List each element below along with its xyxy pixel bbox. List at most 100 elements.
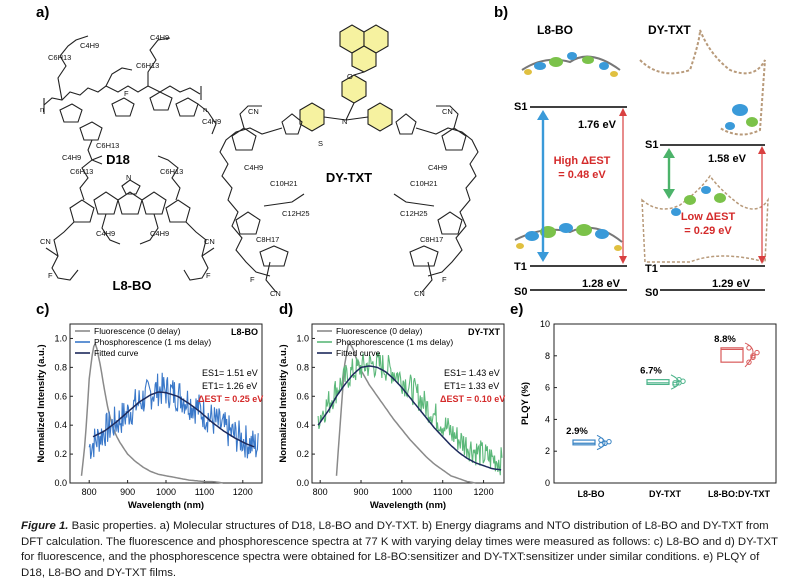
violin-0 [596, 434, 606, 451]
chart-c-l8bo-spectra: 800 900 1000 1100 1200 0.0 0.2 0.4 0.6 0.8 1.0 Wave… [36, 323, 263, 511]
x-tick-label: 800 [313, 487, 328, 497]
nto-dytxt-t1 [641, 174, 769, 263]
y-tick-label: 0.0 [54, 478, 67, 488]
dytxt-t1-energy: 1.29 eV [712, 278, 751, 290]
y-tick-label: 0.4 [296, 420, 309, 430]
y-axis-label: PLQY (%) [520, 382, 531, 425]
x-tick-label: 1200 [233, 487, 253, 497]
energy-diagram-figure: L8-BO DY-TXT S1 T1 S0 1.76 eV 1.28 eV Hi… [514, 23, 769, 299]
x-tick-label: 1200 [474, 487, 494, 497]
sub-c4h9-6: C4H9 [150, 229, 169, 238]
sub-c12h25: C12H25 [282, 209, 310, 218]
chart-title: L8-BO [231, 327, 258, 337]
data-point [672, 380, 678, 386]
molecular-structures-figure: C4H9 C6H13 C4H9 C6H13 C4H9 C6H13 C4H9 F … [40, 24, 479, 298]
l8bo-t1-label: T1 [514, 261, 527, 273]
data-point [750, 353, 756, 359]
y-tick-label: 6 [545, 383, 550, 393]
x-tick-label: 1000 [392, 487, 412, 497]
y-tick-label: 0.8 [54, 362, 67, 372]
value-label-1: 6.7% [640, 366, 662, 377]
sub-cn-1: CN [40, 237, 51, 246]
nto-dytxt-s1 [639, 29, 766, 136]
sub-f: F [124, 89, 129, 98]
sub-o: O [347, 72, 353, 81]
y-tick-label: 1.0 [54, 333, 67, 343]
sub-c8h17-2: C8H17 [420, 235, 443, 244]
series-line-1 [317, 352, 503, 476]
sub-c4h9-4: C4H9 [62, 153, 81, 162]
l8bo-s1-label: S1 [514, 101, 527, 113]
sub-bracket-n: n [40, 105, 44, 114]
sub-n-index: n [203, 105, 207, 114]
sub-c6h13-4: C6H13 [160, 167, 183, 176]
sub-c4h9-3: C4H9 [202, 117, 221, 126]
x-tick-label: 900 [354, 487, 369, 497]
y-tick-label: 10 [540, 319, 550, 329]
legend-label: Fluorescence (0 delay) [336, 326, 423, 336]
sub-c10h21: C10H21 [270, 179, 298, 188]
sub-c4h9-8: C4H9 [428, 163, 447, 172]
sub-f-3: F [206, 271, 211, 280]
annotation-et1: ET1= 1.33 eV [444, 381, 499, 391]
legend-label: Fitted curve [94, 348, 139, 358]
l8bo-t1-energy: 1.28 eV [582, 278, 621, 290]
sub-n-l8bo: N [126, 173, 131, 182]
annotation-et1: ET1= 1.26 eV [202, 381, 257, 391]
box-0 [572, 439, 596, 446]
dytxt-s1-label: S1 [645, 139, 658, 151]
sub-c6h13: C6H13 [136, 61, 159, 70]
legend-label: Phosphorescence (1 ms delay) [94, 337, 211, 347]
sub-s: S [318, 139, 323, 148]
l8bo-dest-value: = 0.48 eV [558, 169, 606, 181]
annotation-es1: ES1= 1.51 eV [202, 368, 258, 378]
series-line-0 [80, 342, 223, 484]
data-point [746, 359, 752, 365]
data-point [598, 437, 604, 443]
label-l8bo: L8-BO [113, 278, 152, 293]
legend-label: Fluorescence (0 delay) [94, 326, 181, 336]
data-point [750, 354, 756, 361]
panel-label-a: a) [36, 4, 50, 21]
data-point [754, 349, 760, 356]
chart-d-dytxt-spectra: 800 900 1000 1100 1200 0.0 0.2 0.4 0.6 0.8 1.0 Wave… [278, 323, 505, 511]
x-tick-label: 1100 [433, 487, 452, 497]
sub-cn-4: CN [442, 107, 453, 116]
y-tick-label: 4 [545, 414, 550, 424]
l8bo-s0-label: S0 [514, 286, 527, 298]
x-tick-label: 1100 [195, 487, 214, 497]
y-tick-label: 8 [545, 351, 550, 361]
sub-c6h13-2: C6H13 [96, 141, 119, 150]
l8bo-s1-energy: 1.76 eV [578, 119, 617, 131]
dytxt-dest-value: = 0.29 eV [684, 225, 732, 237]
b-title-l8bo: L8-BO [537, 23, 573, 37]
nto-l8bo-s1 [521, 52, 621, 77]
sub-n-dy: N [342, 117, 347, 126]
sub-cn-3: CN [248, 107, 259, 116]
dytxt-s0-label: S0 [645, 287, 658, 299]
series-line-2 [92, 391, 255, 448]
dytxt-dest-label: Low ΔEST [681, 211, 736, 223]
x-axis-label: Wavelength (nm) [128, 500, 204, 511]
dytxt-t1-label: T1 [645, 263, 658, 275]
box-1 [646, 379, 670, 386]
sub-c4h9: C4H9 [80, 41, 99, 50]
y-tick-label: 0 [545, 478, 550, 488]
sub-c4h9-5: C4H9 [96, 229, 115, 238]
data-point [676, 376, 682, 383]
l8bo-structure [45, 155, 215, 281]
sub-c6h13-3: C6H13 [70, 167, 93, 176]
x-axis-label: Wavelength (nm) [370, 500, 446, 511]
figure-caption: Figure 1. Basic properties. a) Molecular… [21, 519, 783, 581]
sub-f-5: F [442, 275, 447, 284]
y-tick-label: 0.2 [296, 449, 309, 459]
panel-label-c: c) [36, 301, 50, 318]
sub-f-4: F [250, 275, 255, 284]
y-axis-label: Normalized Intensity (a.u.) [36, 344, 47, 462]
y-tick-label: 0.4 [54, 420, 67, 430]
dytxt-s1-energy: 1.58 eV [708, 153, 747, 165]
data-point [602, 440, 608, 446]
sub-c10h21-2: C10H21 [410, 179, 438, 188]
legend-label: Fitted curve [336, 348, 381, 358]
sub-c2h5: C6H13 [48, 53, 71, 62]
